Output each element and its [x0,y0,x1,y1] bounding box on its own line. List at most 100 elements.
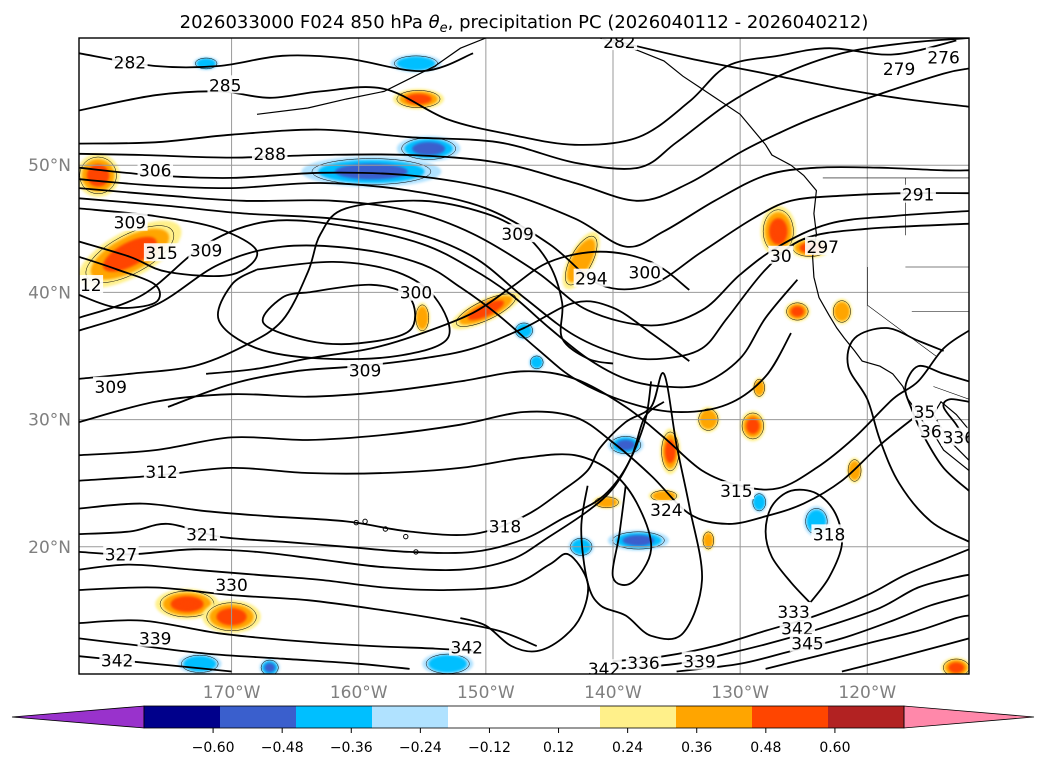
precip-patch [155,588,219,620]
colorbar-tick-label: 0.12 [543,740,574,756]
contour-label-bg [775,601,812,620]
contour-label-text: 327 [105,546,137,566]
theta-e-contour [217,260,451,361]
contour-label: 36 [918,421,944,442]
colorbar-tick-label: 0.48 [750,740,781,756]
precip-outline [181,654,219,673]
title-theta: θ [429,12,440,33]
colorbar-tick-label: 0.24 [612,740,643,756]
precip-band [402,58,430,69]
precip-patch [390,54,442,73]
precip-outline [943,658,969,674]
precip-patch [648,489,680,503]
contour-label: 339 [681,651,718,673]
contour-label: 309 [93,376,129,398]
contour-label: 309 [188,240,224,262]
contour-label-text: 306 [139,162,171,182]
contour-label-text: 300 [629,263,661,283]
theta-e-contour [79,199,614,380]
precip-band [532,358,541,367]
contour-label: 309 [112,212,148,234]
contour-label: 312 [143,462,180,483]
contour-label-bg [487,516,523,535]
theta-e-contour [79,453,653,586]
precip-patch [396,135,461,162]
contour-label-text: 318 [489,518,521,538]
precip-band [948,662,965,673]
theta-e-contour [79,219,799,389]
theta-e-contour [79,38,969,170]
precip-patch [592,495,621,509]
island [403,533,409,540]
contour-label: 324 [648,500,685,521]
precip-patch [760,205,797,257]
precip-patch [702,530,715,551]
map-area: 282 285 288 306 309 315 309 312 300 309 294 300 309 3… [78,33,975,675]
lat-tick-label: 50°N [28,156,71,176]
contour-label-text: 315 [145,244,177,264]
contour-label-bg [881,58,917,77]
contour-label-bg [805,236,841,255]
contour-label: 30 [768,245,794,267]
precip-outline [741,412,764,440]
longitude-tick-labels: 170°W 160°W 150°W 140°W 130°W 120°W [203,683,897,703]
contour-label: 342 [99,650,135,671]
theta-e-contour [79,39,957,146]
theta-e-contour [79,207,259,278]
theta-e-contour [79,372,703,641]
precip-outline [786,302,809,321]
lon-tick-label: 170°W [203,683,261,703]
contour-label-bg [718,481,755,500]
contour-label-text: 339 [139,630,171,650]
contour-label-bg [625,652,662,671]
lon-tick-label: 150°W [457,683,515,703]
colorbar-tick-labels: −0.60 −0.48 −0.36 −0.24 −0.12 0.12 0.24 0.36 0.4… [192,728,850,756]
precip-outline [396,90,441,108]
contour-label-text: 294 [575,270,607,290]
colorbar-segment [296,706,372,728]
contour-label: 327 [103,544,139,566]
precip-patch [422,652,474,674]
contour-label: 345 [789,633,826,655]
colorbar-frame [143,705,905,729]
contour-label-bg [912,402,937,421]
contour-label-bg [586,659,622,674]
colorbar-segment [752,706,828,728]
precip-patch [752,377,766,398]
precip-band [86,164,110,187]
precip-band [599,498,614,506]
contour-label-text: 282 [603,33,635,53]
contour-label-bg [900,184,936,203]
colorbar-tick-label: −0.36 [330,740,373,756]
theta-e-contour [79,619,474,652]
contour-label: 300 [398,282,434,304]
precip-band [199,60,213,67]
contour-label-text: 309 [349,361,381,381]
theta-e-contour [79,552,590,653]
contour-label-bg [103,544,139,563]
contour-label-text: 279 [883,60,915,80]
precip-band [188,658,212,670]
lat-tick-label: 40°N [28,283,71,303]
theta-e-contour [676,594,969,673]
contour-label: 297 [805,236,841,258]
theta-e-contour [79,329,969,491]
colorbar-segment [448,706,600,728]
contour-label-bg [925,47,962,66]
precip-band [434,657,461,670]
contour-label: 342 [586,659,622,674]
latitude-tick-labels: 20°N 30°N 40°N 50°N [28,156,71,558]
precip-patch [740,410,766,442]
contour-label-text: 30 [770,247,792,267]
contour-label-bg [347,360,383,379]
colorbar-extend-low [11,705,145,729]
contour-label: 285 [207,75,243,96]
contour-label-bg [941,427,969,446]
precip-band [418,309,427,326]
contour-label-text: 336 [943,429,975,449]
contour-label: 300 [627,262,663,283]
contour-label-text: 300 [400,284,432,304]
contour-label-text: 285 [209,76,241,96]
contour-label-text: 309 [501,225,533,245]
